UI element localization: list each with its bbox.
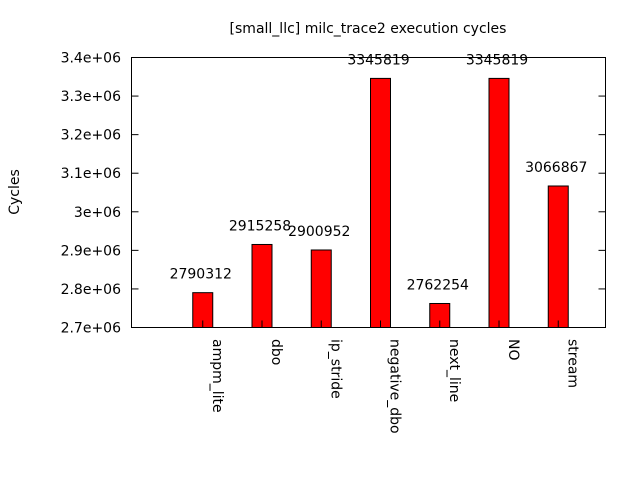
bar <box>310 249 332 328</box>
x-tick-label: ampm_lite <box>209 339 225 413</box>
y-tick-label: 3.2e+06 <box>61 128 122 144</box>
data-label: 2790312 <box>170 267 232 283</box>
plot-frame <box>131 57 606 328</box>
bar <box>488 77 510 328</box>
x-tick-label: dbo <box>268 339 284 365</box>
y-tick-label: 3.1e+06 <box>61 166 122 182</box>
bars <box>192 77 569 329</box>
x-tick-label: ip_stride <box>327 339 343 399</box>
data-label: 3345819 <box>347 52 409 68</box>
data-label: 3066867 <box>525 160 587 176</box>
bar <box>251 243 273 328</box>
data-label: 2762254 <box>407 277 469 293</box>
y-tick-label: 3.4e+06 <box>61 51 122 67</box>
x-tick-label: stream <box>564 339 580 388</box>
y-tick-label: 2.9e+06 <box>61 243 122 259</box>
data-label: 2900952 <box>288 224 350 240</box>
data-label: 3345819 <box>466 52 528 68</box>
y-axis: 2.7e+06 2.8e+06 2.9e+06 3e+06 3.1e+06 3.2e+06… <box>61 51 606 337</box>
y-axis-label: Cycles <box>7 169 23 215</box>
y-tick-label: 3.3e+06 <box>61 89 122 105</box>
x-tick-label: next_line <box>446 339 462 402</box>
x-tick-label: NO <box>505 339 521 361</box>
x-tick-label: negative_dbo <box>387 339 403 434</box>
x-axis: ampm_lite dbo ip_stride negative_dbo next_li… <box>202 320 580 434</box>
y-tick-label: 3e+06 <box>74 205 121 221</box>
y-tick-label: 2.8e+06 <box>61 282 122 298</box>
bar <box>547 185 569 328</box>
chart-title: [small_llc] milc_trace2 execution cycles <box>230 21 507 37</box>
bar <box>370 77 391 328</box>
data-label: 2915258 <box>229 218 291 234</box>
y-tick-label: 2.7e+06 <box>61 321 122 337</box>
